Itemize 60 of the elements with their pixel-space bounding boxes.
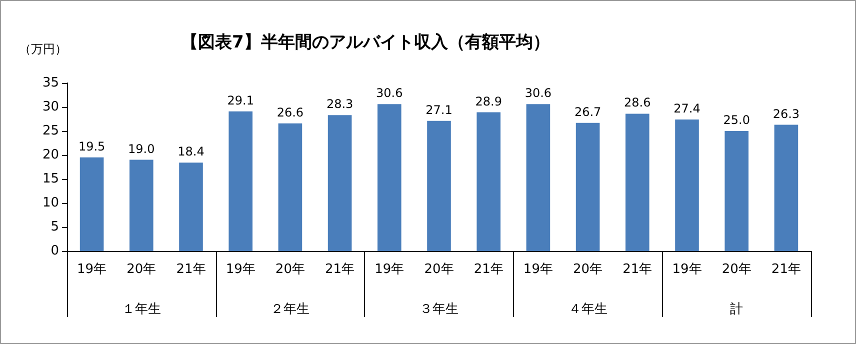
y-tick-label: 10 (42, 196, 59, 210)
data-label: 26.6 (276, 105, 304, 120)
x-tick-label: 21年 (771, 262, 801, 277)
text: １年生 (122, 302, 161, 317)
bar (278, 123, 302, 251)
bar (576, 122, 600, 251)
y-tick-label: 0 (50, 244, 59, 258)
x-tick-label: 20年 (424, 262, 454, 277)
bar (675, 119, 699, 251)
bar (228, 111, 253, 251)
bar (179, 162, 203, 251)
data-label: 25.0 (723, 113, 750, 127)
bar (625, 114, 650, 251)
y-tick-label: 30 (42, 100, 59, 114)
bar (129, 160, 154, 251)
bar (724, 131, 749, 251)
bar (427, 120, 451, 251)
data-label: 28.9 (475, 94, 502, 108)
x-tick-label: 20年 (275, 262, 305, 277)
text: 計 (730, 302, 744, 317)
x-tick-label: 20年 (126, 262, 156, 277)
x-tick-label: 19年 (374, 262, 404, 277)
data-label: 18.4 (178, 144, 204, 159)
y-tick-label: 25 (42, 124, 59, 138)
x-tick-label: 19年 (672, 262, 702, 277)
bar (476, 112, 501, 251)
data-label: 27.4 (674, 101, 700, 116)
y-axis-title: （万円） (19, 42, 67, 56)
x-tick-label: 19年 (523, 262, 553, 277)
text: ４年生 (568, 302, 608, 317)
bar (377, 104, 402, 251)
data-label: 19.0 (128, 142, 155, 156)
x-tick-label: 20年 (573, 262, 603, 277)
y-tick-label: 5 (50, 220, 59, 234)
bar (80, 157, 104, 251)
bar (328, 115, 352, 251)
x-tick-label: 19年 (226, 262, 256, 277)
y-tick-label: 20 (42, 148, 59, 162)
text: ３年生 (420, 302, 458, 317)
text: ２年生 (270, 302, 310, 317)
y-tick-label: 35 (42, 76, 59, 90)
bar (526, 104, 550, 251)
x-tick-label: 19年 (77, 262, 107, 277)
x-tick-label: 21年 (622, 262, 652, 277)
data-label: 30.6 (376, 86, 403, 100)
data-label: 26.3 (772, 106, 800, 121)
data-label: 26.7 (574, 104, 602, 119)
bar (774, 124, 798, 251)
chart-title: 【図表7】半年間のアルバイト収入（有額平均） (181, 32, 550, 52)
x-tick-label: 21年 (176, 262, 206, 277)
y-tick-label: 15 (42, 172, 59, 186)
data-label: 29.1 (227, 93, 254, 108)
x-tick-label: 21年 (325, 262, 355, 277)
data-label: 30.6 (524, 86, 552, 100)
x-tick-label: 20年 (722, 262, 752, 277)
data-label: 27.1 (426, 102, 452, 117)
x-tick-label: 21年 (474, 262, 504, 277)
data-label: 19.5 (78, 139, 106, 154)
data-label: 28.6 (624, 96, 651, 110)
data-label: 28.3 (326, 97, 354, 112)
